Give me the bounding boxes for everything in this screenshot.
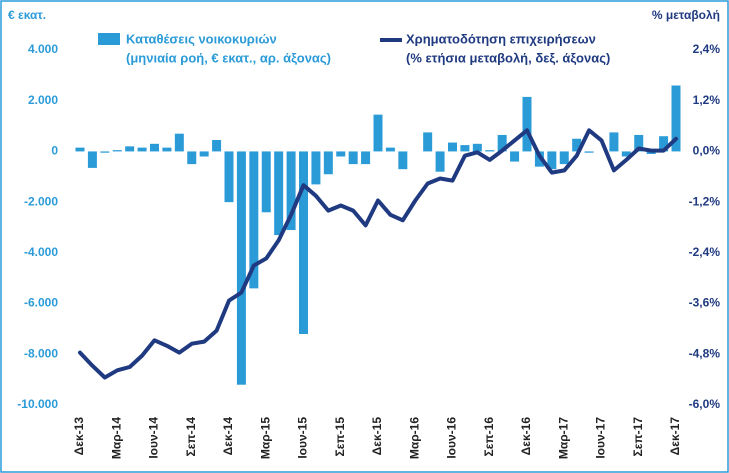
bar <box>100 151 110 153</box>
x-tick-label: Σεπ-17 <box>631 417 645 457</box>
bar <box>634 134 644 152</box>
bar <box>299 151 308 334</box>
bar <box>621 151 631 157</box>
bar <box>224 151 234 203</box>
x-tick-label: Σεπ-15 <box>333 417 347 457</box>
bar <box>137 147 147 152</box>
bar <box>249 151 259 289</box>
bar <box>460 145 470 152</box>
x-tick-label: Μαρ-14 <box>109 417 123 459</box>
legend-swatch-bar <box>98 33 120 45</box>
bar <box>472 143 482 152</box>
y-tick-label: 2.000 <box>28 93 58 107</box>
bar <box>199 151 209 157</box>
bar <box>398 151 408 170</box>
y-tick-label: 0 <box>51 144 58 158</box>
y2-tick-label: 2,4% <box>693 42 721 56</box>
x-tick-label: Μαρ-16 <box>407 417 421 459</box>
x-tick-label: Δεκ-15 <box>370 417 384 456</box>
bar <box>150 143 159 152</box>
x-tick-label: Δεκ-13 <box>72 417 86 456</box>
bar <box>174 133 184 152</box>
y2-tick-label: -6,0% <box>689 397 721 411</box>
legend-note: (% ετήσια μεταβολή, δεξ. άξονας) <box>406 50 610 65</box>
bar <box>659 136 669 152</box>
x-tick-label: Σεπ-14 <box>184 417 198 457</box>
x-tick-label: Μαρ-15 <box>258 417 272 459</box>
bar <box>112 150 122 152</box>
y2-tick-label: 0,0% <box>693 144 721 158</box>
bar <box>559 151 569 165</box>
bar <box>261 151 271 213</box>
y-tick-label: -8.000 <box>24 346 58 360</box>
bar <box>236 151 246 385</box>
bar <box>75 147 85 152</box>
x-tick-label: Ιουν-14 <box>147 417 161 459</box>
bar <box>286 151 296 231</box>
bar <box>547 151 557 170</box>
x-tick-label: Ιουν-15 <box>296 417 310 459</box>
bar <box>572 138 582 152</box>
bar <box>274 151 284 236</box>
bar <box>348 151 358 165</box>
bar <box>435 151 445 172</box>
bar <box>373 114 383 152</box>
legend-label: Χρηματοδότηση επιχειρήσεων <box>406 31 596 46</box>
bar <box>522 96 532 152</box>
bar <box>646 151 656 154</box>
bar <box>212 140 222 152</box>
x-tick-label: Σεπ-16 <box>482 417 496 457</box>
bar <box>609 132 619 152</box>
bar <box>361 151 371 165</box>
bar <box>423 132 433 152</box>
x-tick-label: Δεκ-17 <box>668 417 682 456</box>
bar <box>671 85 681 152</box>
bar <box>125 146 135 152</box>
bar <box>187 151 197 165</box>
y2-tick-label: -3,6% <box>689 296 721 310</box>
x-tick-label: Μαρ-17 <box>556 417 570 459</box>
y-tick-label: -4.000 <box>24 245 58 259</box>
legend-label: Καταθέσεις νοικοκυριών <box>126 31 277 46</box>
bar <box>510 151 520 162</box>
bar <box>87 151 97 168</box>
y-tick-label: -2.000 <box>24 194 58 208</box>
y-tick-label: -10.000 <box>17 397 58 411</box>
line <box>78 128 678 380</box>
y2-tick-label: -1,2% <box>689 194 721 208</box>
bar <box>336 151 346 157</box>
x-tick-label: Δεκ-14 <box>221 417 235 456</box>
bar <box>162 147 172 152</box>
bar <box>485 150 495 152</box>
bar <box>385 147 395 152</box>
legend-note: (μηνιαία ροή, € εκατ., αρ. άξονας) <box>126 50 331 65</box>
bar <box>311 151 321 185</box>
x-tick-label: Ιουν-17 <box>594 417 608 459</box>
bar <box>584 151 594 153</box>
y-tick-label: 4.000 <box>28 42 58 56</box>
bar <box>448 142 457 152</box>
y2-tick-label: -2,4% <box>689 245 721 259</box>
y2-tick-label: 1,2% <box>693 93 721 107</box>
y-axis-label: € εκατ. <box>8 8 46 22</box>
x-tick-label: Ιουν-16 <box>445 417 459 459</box>
bar <box>323 151 333 175</box>
y-tick-label: -6.000 <box>24 296 58 310</box>
bar <box>497 134 507 152</box>
y2-axis-label: % μεταβολή <box>652 8 720 22</box>
y2-tick-label: -4,8% <box>689 346 721 360</box>
x-tick-label: Δεκ-16 <box>519 417 533 456</box>
